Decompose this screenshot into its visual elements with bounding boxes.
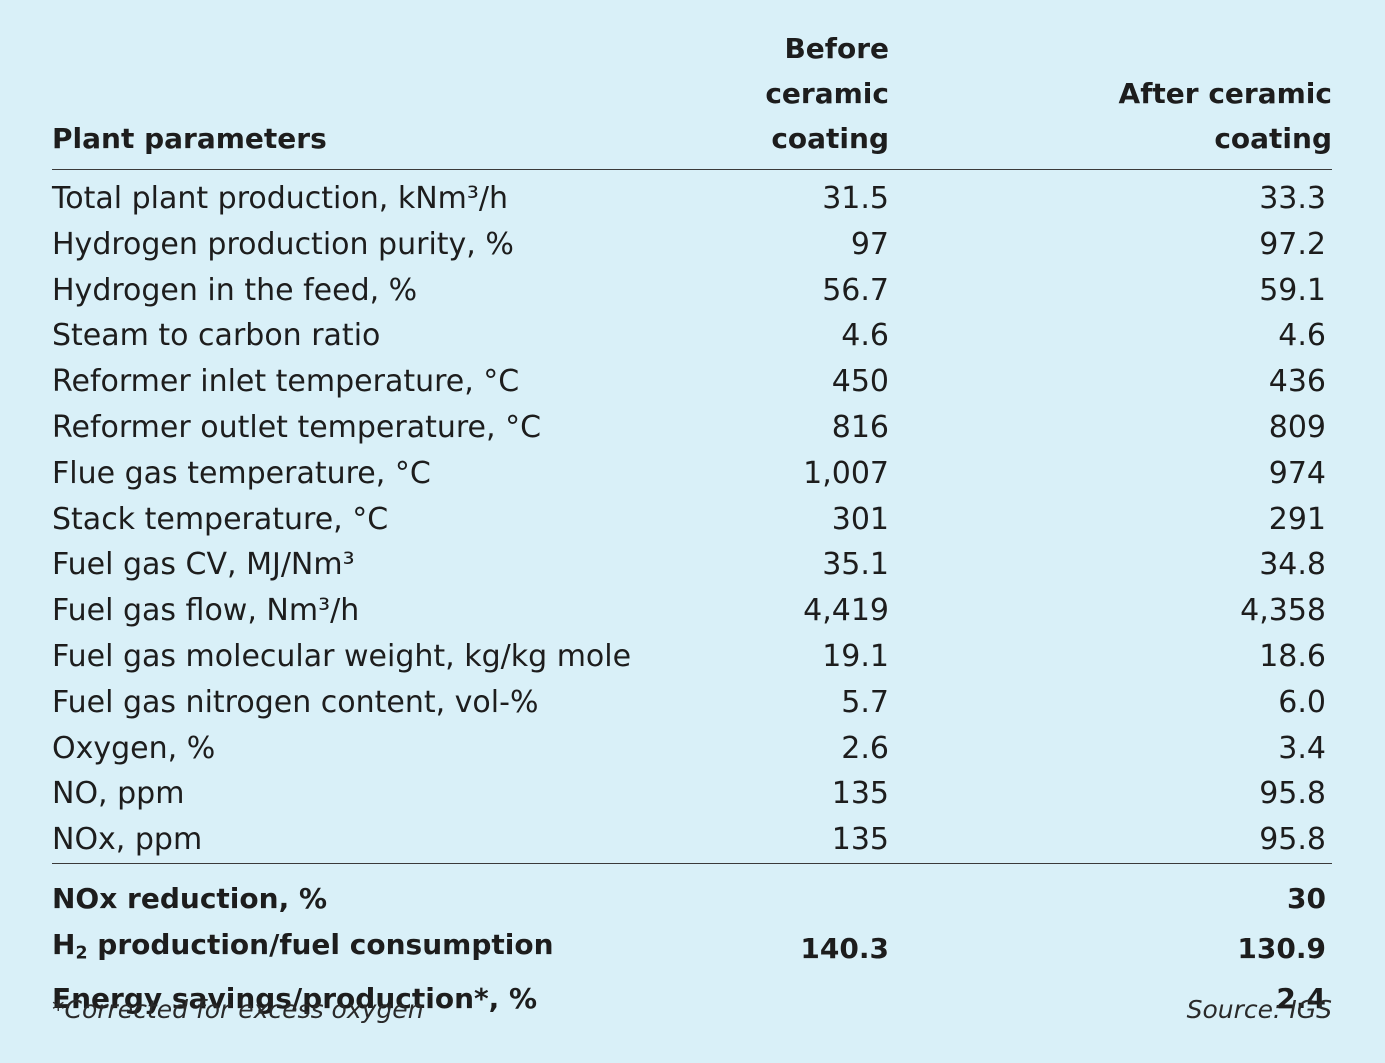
table-row: Fuel gas molecular weight, kg/kg mole 19.… xyxy=(52,634,1332,680)
header-after-line-2: coating xyxy=(1214,122,1332,155)
after-value: 34.8 xyxy=(1259,547,1326,583)
table-row: Flue gas temperature, °C 1,007 974 xyxy=(52,451,1332,497)
table-row: Steam to carbon ratio 4.6 4.6 xyxy=(52,313,1332,359)
after-value: 4,358 xyxy=(1240,593,1326,629)
header-after-line-1: After ceramic xyxy=(1118,77,1332,110)
table-row: Stack temperature, °C 301 291 xyxy=(52,497,1332,543)
after-value: 18.6 xyxy=(1259,638,1326,674)
row-label: Total plant production, kNm³/h xyxy=(52,181,509,216)
table-row: Reformer outlet temperature, °C 816 809 xyxy=(52,405,1332,451)
row-label: Flue gas temperature, °C xyxy=(52,455,431,491)
label-suffix: production/fuel consumption xyxy=(87,927,554,961)
row-label: Stack temperature, °C xyxy=(52,501,389,537)
row-label: H2 production/fuel consumption xyxy=(52,922,672,976)
before-value: 97 xyxy=(850,226,889,262)
before-value: 19.1 xyxy=(822,638,889,674)
table-row: Fuel gas nitrogen content, vol-% 5.7 6.0 xyxy=(52,680,1332,726)
after-value: 2.4 xyxy=(1276,982,1326,1016)
row-label: Steam to carbon ratio xyxy=(52,318,381,354)
summary-row: H2 production/fuel consumption 140.3 130… xyxy=(52,922,1332,976)
table-row: NOx, ppm 135 95.8 xyxy=(52,817,1332,863)
after-value: 4.6 xyxy=(1278,318,1326,354)
after-value: 130.9 xyxy=(1237,932,1326,966)
header-before-line-1: Before ceramic xyxy=(765,32,889,110)
after-value: 95.8 xyxy=(1259,822,1326,858)
after-value: 30 xyxy=(1287,881,1326,915)
after-value: 95.8 xyxy=(1259,776,1326,812)
table-row: Fuel gas CV, MJ/Nm³ 35.1 34.8 xyxy=(52,542,1332,588)
before-value: 35.1 xyxy=(822,547,889,583)
label-subscript: 2 xyxy=(75,943,88,964)
before-value: 140.3 xyxy=(800,932,889,966)
before-value: 450 xyxy=(831,364,889,400)
row-label: NOx, ppm xyxy=(52,822,203,858)
header-before-line-2: coating xyxy=(771,122,889,155)
row-label: Hydrogen in the feed, % xyxy=(52,272,418,308)
table-summary: NOx reduction, % 30 H2 production/fuel c… xyxy=(52,863,1332,1022)
row-label: NO, ppm xyxy=(52,776,185,812)
row-label: NOx reduction, % xyxy=(52,881,328,915)
before-value: 816 xyxy=(831,409,889,445)
row-label: Energy savings/production*, % xyxy=(52,982,538,1016)
table-row: NO, ppm 135 95.8 xyxy=(52,771,1332,817)
after-value: 97.2 xyxy=(1259,226,1326,262)
table-row: Reformer inlet temperature, °C 450 436 xyxy=(52,359,1332,405)
plant-parameters-table: Plant parameters Before ceramic coating … xyxy=(52,26,1332,1022)
row-label: Fuel gas nitrogen content, vol-% xyxy=(52,684,539,720)
row-label: Fuel gas CV, MJ/Nm³ xyxy=(52,547,355,583)
source-credit: Source: IGS xyxy=(1186,995,1332,1024)
row-label: Fuel gas flow, Nm³/h xyxy=(52,593,360,629)
table-row: Hydrogen in the feed, % 56.7 59.1 xyxy=(52,268,1332,314)
before-value: 5.7 xyxy=(841,684,889,720)
footnote: *Corrected for excess oxygen xyxy=(52,995,424,1024)
after-value: 33.3 xyxy=(1259,181,1326,216)
before-value: 1,007 xyxy=(803,455,889,491)
table-row: Oxygen, % 2.6 3.4 xyxy=(52,726,1332,772)
table-row: Fuel gas flow, Nm³/h 4,419 4,358 xyxy=(52,588,1332,634)
before-value: 4,419 xyxy=(803,593,889,629)
before-value: 301 xyxy=(831,501,889,537)
after-value: 291 xyxy=(1268,501,1326,537)
header-plant-parameters: Plant parameters xyxy=(52,122,327,155)
table-body: Total plant production, kNm³/h 31.5 33.3 Hy… xyxy=(52,170,1332,864)
before-value: 135 xyxy=(831,776,889,812)
header-before-coating: Before ceramic coating xyxy=(672,26,889,170)
summary-row: NOx reduction, % 30 xyxy=(52,863,1332,922)
after-value: 3.4 xyxy=(1278,730,1326,766)
row-label: Reformer outlet temperature, °C xyxy=(52,409,542,445)
row-label: Fuel gas molecular weight, kg/kg mole xyxy=(52,638,632,674)
row-label: Hydrogen production purity, % xyxy=(52,226,514,262)
after-value: 809 xyxy=(1268,409,1326,445)
before-value xyxy=(672,863,889,922)
after-value: 974 xyxy=(1268,455,1326,491)
before-value: 135 xyxy=(831,822,889,858)
table-header: Plant parameters Before ceramic coating … xyxy=(52,26,1332,170)
header-after-coating: After ceramic coating xyxy=(889,26,1332,170)
table-row: Hydrogen production purity, % 97 97.2 xyxy=(52,222,1332,268)
label-prefix: H xyxy=(52,927,76,961)
before-value xyxy=(672,976,889,1022)
before-value: 2.6 xyxy=(841,730,889,766)
after-value: 59.1 xyxy=(1259,272,1326,308)
after-value: 6.0 xyxy=(1278,684,1326,720)
row-label: Oxygen, % xyxy=(52,730,216,766)
table-row: Total plant production, kNm³/h 31.5 33.3 xyxy=(52,170,1332,222)
before-value: 56.7 xyxy=(822,272,889,308)
before-value: 31.5 xyxy=(822,181,889,216)
before-value: 4.6 xyxy=(841,318,889,354)
row-label: Reformer inlet temperature, °C xyxy=(52,364,520,400)
summary-row: Energy savings/production*, % 2.4 xyxy=(52,976,1332,1022)
after-value: 436 xyxy=(1268,364,1326,400)
